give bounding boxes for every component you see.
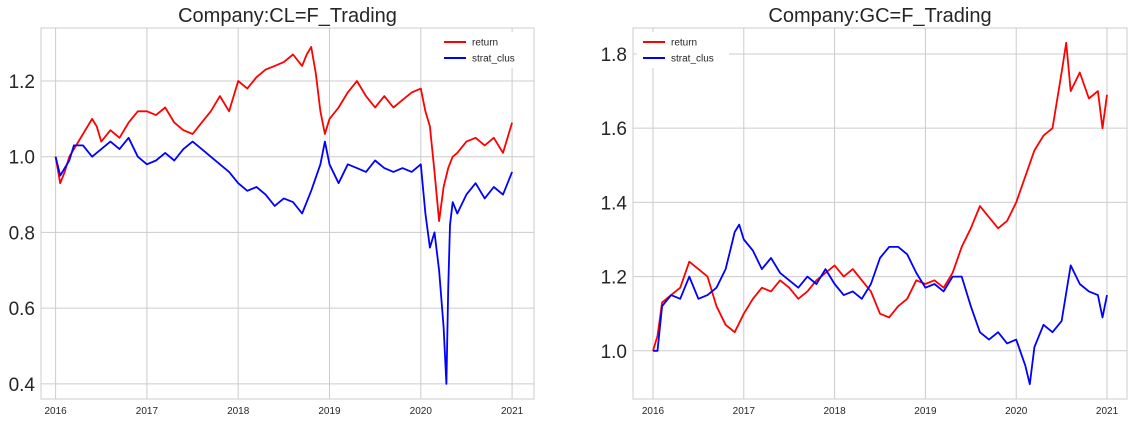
legend-label-return: return: [671, 38, 697, 49]
legend: return strat_clus: [637, 32, 729, 68]
y-tick-label: 1.0: [601, 342, 627, 363]
x-tick-label: 2020: [410, 406, 433, 417]
y-tick-label: 1.0: [9, 148, 35, 169]
series-lines: [652, 41, 1108, 386]
x-tick-label: 2016: [642, 406, 665, 417]
x-tick-label: 2017: [136, 406, 159, 417]
legend-box: [637, 32, 729, 68]
x-tick-label: 2021: [1096, 406, 1119, 417]
legend-label-strat-clus: strat_clus: [472, 54, 515, 65]
y-tick-label: 0.4: [9, 375, 36, 396]
y-tick-label: 1.2: [601, 268, 627, 289]
y-tick-label: 0.6: [9, 299, 35, 320]
plot-frame: [40, 27, 535, 400]
grid-lines: [633, 28, 1127, 399]
x-tick-label: 2018: [823, 406, 846, 417]
x-tick-label: 2019: [318, 406, 341, 417]
series-line-strat-clus: [54, 136, 513, 385]
x-tick-label: 2020: [1005, 406, 1028, 417]
x-tick-label: 2019: [914, 406, 937, 417]
legend: return strat_clus: [438, 32, 530, 68]
chart-title: Company:CL=F_Trading: [178, 5, 397, 27]
y-tick-label: 1.6: [601, 119, 627, 140]
series-line-return: [652, 41, 1108, 352]
series-line-strat-clus: [653, 223, 1108, 386]
y-tick-label: 1.4: [601, 193, 628, 214]
y-tick-label: 1.8: [601, 45, 627, 66]
series-lines: [54, 46, 513, 385]
tick-labels: 2016 2017 2018 2019 2020 2021 1.0 1.2 1.4 1.6 1.8: [601, 45, 1119, 417]
x-tick-label: 2021: [501, 406, 524, 417]
series-line-return: [54, 46, 513, 223]
x-tick-label: 2018: [227, 406, 250, 417]
y-tick-label: 0.8: [9, 223, 35, 244]
legend-box: [438, 32, 530, 68]
legend-label-return: return: [472, 38, 498, 49]
grid-lines: [41, 28, 534, 399]
tick-labels: 2016 2017 2018 2019 2020 2021 0.4 0.6 0.8 1.0 1.2: [9, 72, 524, 417]
legend-label-strat-clus: strat_clus: [671, 54, 714, 65]
y-tick-label: 1.2: [9, 72, 35, 93]
chart-title: Company:GC=F_Trading: [768, 5, 991, 27]
plot-frame: [632, 27, 1128, 400]
chart-gc: 2016 2017 2018 2019 2020 20211.01.21.41.61.8 …: [601, 5, 1128, 417]
chart-cl: 2016 2017 2018 2019 2020 20210.40.60.81.01.2 …: [9, 5, 535, 417]
x-tick-label: 2017: [733, 406, 756, 417]
x-tick-label: 2016: [44, 406, 67, 417]
